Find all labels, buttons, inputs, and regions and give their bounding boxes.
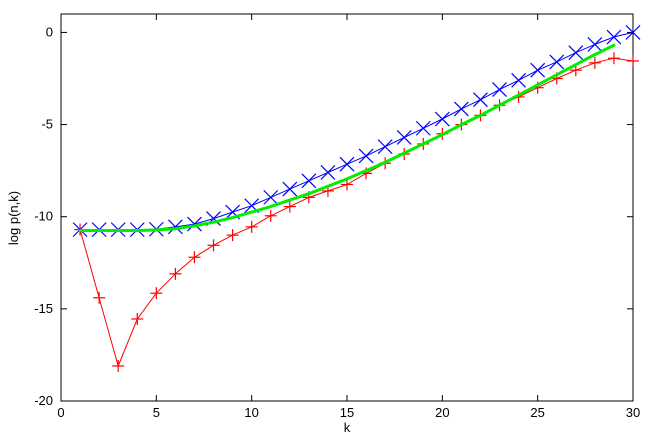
data-point <box>188 251 201 264</box>
data-point <box>568 45 584 61</box>
data-point <box>112 359 125 372</box>
series-line-1 <box>79 57 634 367</box>
data-point <box>606 29 622 45</box>
data-point <box>93 291 106 304</box>
x-tick-label: 0 <box>57 405 64 420</box>
data-point <box>301 173 317 189</box>
data-point <box>150 287 163 300</box>
y-tick-label: -10 <box>34 209 53 224</box>
data-point <box>434 111 450 127</box>
axes: 0 5 10 15 20 25 30 0 -5 -10 -15 -20 <box>34 13 640 420</box>
data-point <box>396 130 412 145</box>
data-point <box>549 54 565 70</box>
data-point <box>264 209 277 222</box>
data-point <box>263 189 279 205</box>
data-point <box>226 229 239 242</box>
x-tick-label: 30 <box>626 405 640 420</box>
y-tick-label: -5 <box>41 117 53 132</box>
data-point <box>627 54 639 67</box>
data-point <box>339 156 355 172</box>
y-tick-label: -15 <box>34 301 53 316</box>
data-point <box>358 148 374 164</box>
data-point <box>453 101 469 117</box>
data-point <box>131 312 144 325</box>
x-tick-label: 5 <box>153 405 160 420</box>
data-point <box>320 165 336 180</box>
data-point <box>282 181 298 197</box>
data-point <box>607 52 620 65</box>
data-point <box>625 25 641 40</box>
y-tick-label: -20 <box>34 393 53 408</box>
data-point <box>511 72 527 88</box>
x-tick-label: 10 <box>244 405 258 420</box>
series-line-3 <box>78 43 616 232</box>
data-point <box>473 92 488 108</box>
x-tick-label: 20 <box>435 405 449 420</box>
data-point <box>530 62 546 78</box>
plot-frame <box>60 13 634 402</box>
data-point <box>167 219 183 235</box>
data-point <box>283 200 296 213</box>
data-point <box>169 267 182 280</box>
y-tick-label: 0 <box>46 24 53 39</box>
x-axis-label: k <box>344 420 351 435</box>
data-point <box>492 82 507 97</box>
plot-series <box>72 25 641 372</box>
y-axis-label: log p(n,k) <box>6 191 21 245</box>
series-line-2 <box>79 31 634 231</box>
data-point <box>587 36 603 52</box>
data-point <box>187 216 202 232</box>
data-point <box>415 120 431 136</box>
x-tick-label: 15 <box>340 405 354 420</box>
data-point <box>245 220 258 233</box>
data-point <box>207 239 220 252</box>
data-point <box>377 139 393 155</box>
data-point <box>588 56 601 69</box>
axis-labels: k log p(n,k) <box>6 191 351 435</box>
x-tick-label: 25 <box>530 405 544 420</box>
